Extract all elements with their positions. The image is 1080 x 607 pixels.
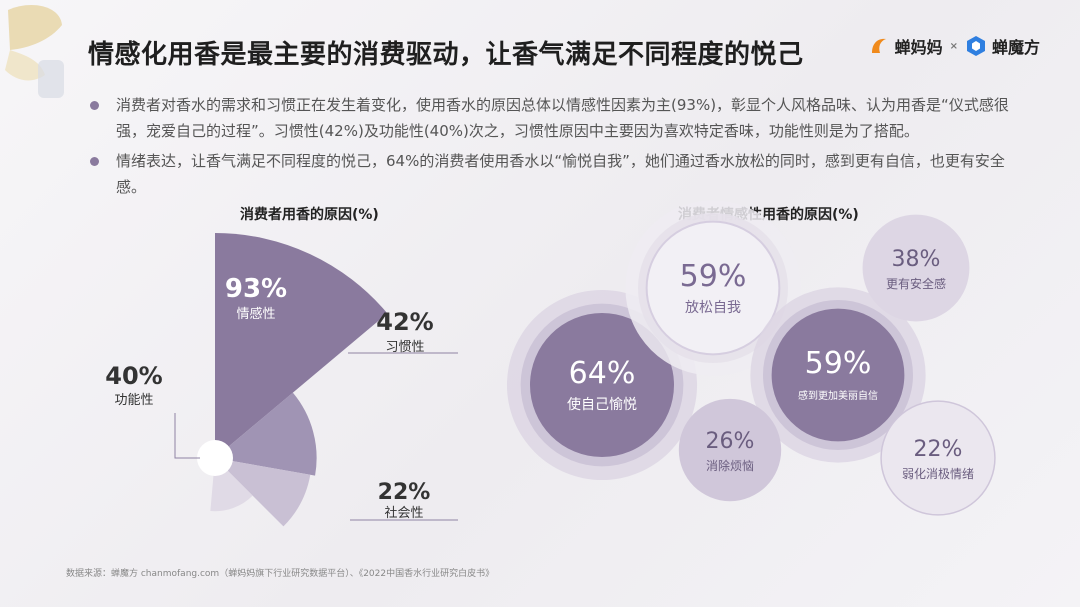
rose-value-label: 40% [105, 362, 162, 390]
rose-value-label: 42% [376, 308, 433, 336]
page-title: 情感化用香是最主要的消费驱动，让香气满足不同程度的悦己 [88, 40, 804, 70]
brand-chanmofang: 蝉魔方 [991, 38, 1040, 57]
bubble-category: 感到更加美丽自信 [798, 389, 878, 402]
rose-category-label: 情感性 [236, 306, 275, 322]
chart-title-reasons: 消费者用香的原因(%) [240, 207, 379, 223]
bullet-text: 消费者对香水的需求和习惯正在发生着变化，使用香水的原因总体以情感性因素为主(93… [116, 96, 1009, 140]
rose-category-label: 功能性 [114, 393, 153, 408]
bubble-item: 59% 放松自我 [625, 200, 801, 376]
bubble-value: 22% [914, 437, 963, 462]
bullet-item: 情绪表达，让香气满足不同程度的悦己，64%的消费者使用香水以“愉悦自我”，她们通… [88, 148, 1028, 200]
brand-chanmama: 蝉妈妈 [894, 38, 943, 57]
rose-value-label: 22% [378, 480, 431, 505]
bullet-dot-icon [90, 101, 99, 110]
brand-separator: × [949, 40, 958, 52]
bullet-text: 情绪表达，让香气满足不同程度的悦己，64%的消费者使用香水以“愉悦自我”，她们通… [116, 152, 1005, 196]
rose-slice-3 [215, 458, 311, 527]
bubble-value: 26% [706, 429, 755, 454]
rose-category-label: 社会性 [384, 505, 423, 521]
rose-value-label: 93% [225, 274, 287, 304]
bubble-value: 59% [680, 259, 747, 294]
bubble-category: 更有安全感 [886, 276, 946, 291]
bullet-item: 消费者对香水的需求和习惯正在发生着变化，使用香水的原因总体以情感性因素为主(93… [88, 92, 1028, 144]
rose-slice-1 [215, 233, 388, 458]
leader-line [174, 413, 200, 459]
summary-bullets: 消费者对香水的需求和习惯正在发生着变化，使用香水的原因总体以情感性因素为主(93… [88, 92, 1028, 204]
bubble-value: 64% [569, 356, 636, 391]
bubble-item: 59% 感到更加美丽自信 [750, 287, 926, 463]
rose-center [197, 440, 233, 476]
bubble-category: 消除烦恼 [706, 458, 754, 473]
bubble-item: 22% 弱化消极情绪 [880, 400, 996, 516]
bubble-value: 59% [805, 346, 872, 381]
chanmama-logo-icon [871, 38, 886, 53]
bullet-dot-icon [90, 157, 99, 166]
brand-logos: 蝉妈妈 × 蝉魔方 [868, 34, 1040, 58]
bubble-item: 26% 消除烦恼 [678, 398, 782, 502]
rose-category-label: 习惯性 [385, 339, 424, 355]
bubble-category: 使自己愉悦 [567, 396, 637, 413]
bubble-value: 38% [892, 247, 941, 272]
bubble-category: 放松自我 [685, 300, 741, 316]
bubble-category: 弱化消极情绪 [902, 467, 974, 481]
butterfly-decoration [5, 5, 64, 98]
bubble-item: 38% 更有安全感 [862, 214, 970, 322]
chanmofang-logo-icon [966, 36, 985, 56]
footnote: 数据来源：蝉魔方 chanmofang.com（蝉妈妈旗下行业研究数据平台）、《… [66, 569, 495, 579]
rose-slice-2 [215, 392, 317, 476]
